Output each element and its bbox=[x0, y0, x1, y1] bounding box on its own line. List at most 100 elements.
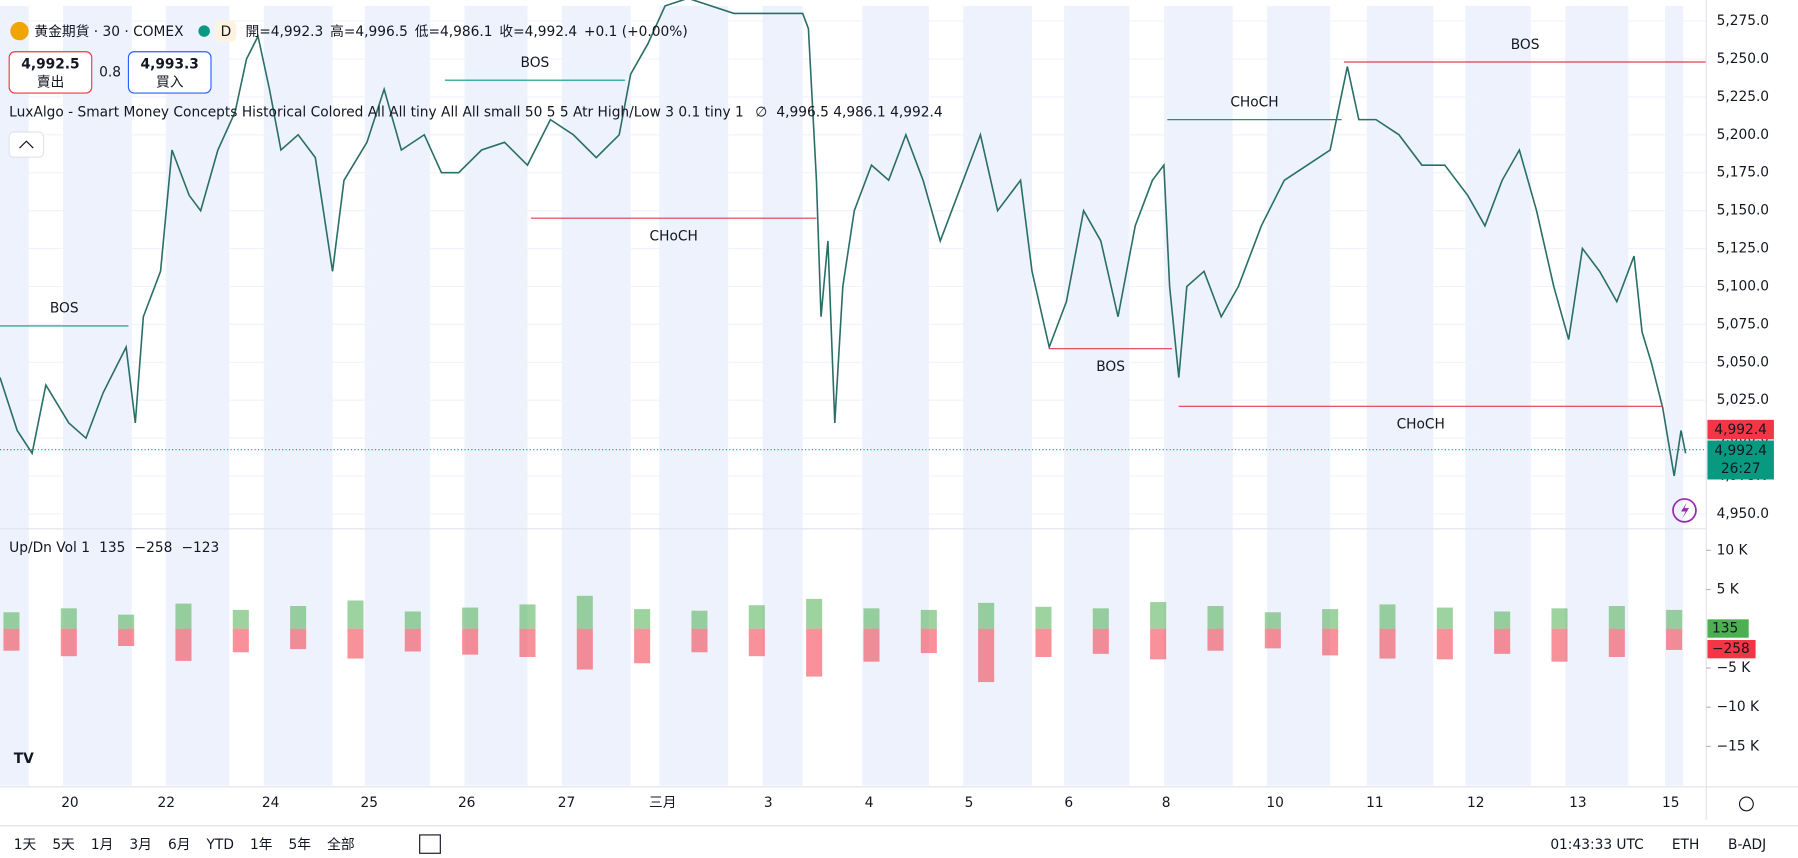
adjust[interactable]: B-ADJ bbox=[1728, 837, 1766, 853]
buy-label: 買入 bbox=[156, 75, 184, 91]
session-stripe bbox=[166, 5, 230, 786]
x-tick-label: 15 bbox=[1662, 795, 1680, 811]
structure-label: BOS bbox=[521, 55, 550, 71]
indicator-values: 4,996.5 4,986.1 4,992.4 bbox=[776, 105, 942, 121]
structure-label: CHoCH bbox=[650, 229, 698, 245]
y-tick-label: 5,050.0 bbox=[1717, 354, 1769, 370]
volume-bar bbox=[404, 611, 421, 629]
collapse-button[interactable] bbox=[8, 131, 45, 158]
session-stripe bbox=[1664, 5, 1684, 786]
x-tick-label: 8 bbox=[1162, 795, 1171, 811]
tv-logo: TV bbox=[14, 751, 34, 767]
volume-bar bbox=[1608, 628, 1625, 657]
volume-bar bbox=[290, 628, 307, 650]
last-label: 4,992.4 bbox=[1714, 443, 1766, 459]
bid-label: 4,992.4 bbox=[1714, 422, 1766, 438]
x-tick-label: 3 bbox=[764, 795, 773, 811]
y-tick-label: 4,950.0 bbox=[1717, 506, 1769, 522]
clock: 01:43:33 UTC bbox=[1550, 837, 1643, 853]
volume-bar bbox=[1494, 611, 1511, 629]
volume-bar bbox=[806, 628, 823, 677]
last-box bbox=[1707, 440, 1774, 480]
goto-date-icon[interactable] bbox=[419, 834, 441, 854]
volume-bar bbox=[1551, 628, 1568, 662]
x-tick-label: 26 bbox=[458, 795, 476, 811]
x-tick-label: 6 bbox=[1064, 795, 1073, 811]
y-tick-label: 5,250.0 bbox=[1717, 51, 1769, 67]
volume-bar bbox=[1092, 608, 1109, 629]
range-button[interactable]: 1月 bbox=[91, 837, 114, 853]
range-button[interactable]: 全部 bbox=[327, 836, 355, 853]
countdown: 26:27 bbox=[1721, 461, 1761, 477]
range-button[interactable]: 3月 bbox=[129, 837, 152, 853]
session-stripe bbox=[1366, 5, 1434, 786]
volume-bar bbox=[691, 610, 708, 629]
x-tick-label: 27 bbox=[558, 795, 576, 811]
session-stripe bbox=[659, 5, 729, 786]
y-tick-label: 5,075.0 bbox=[1717, 316, 1769, 332]
ohlc-label: 開= bbox=[245, 24, 270, 40]
volume-bar bbox=[60, 628, 77, 657]
session[interactable]: ETH bbox=[1672, 837, 1699, 853]
ohlc-value: 4,992.4 bbox=[525, 24, 577, 40]
volume-bar bbox=[232, 609, 249, 629]
volume-bar bbox=[748, 628, 765, 657]
volume-bar bbox=[175, 603, 192, 629]
session-stripe bbox=[561, 5, 631, 786]
range-button[interactable]: 1天 bbox=[14, 837, 37, 853]
range-button[interactable]: YTD bbox=[206, 837, 234, 853]
volume-bar bbox=[978, 628, 995, 683]
volume-bar bbox=[1551, 608, 1568, 629]
sell-price: 4,992.5 bbox=[21, 56, 79, 72]
volume-bar bbox=[748, 605, 765, 629]
x-tick-label: 13 bbox=[1569, 795, 1587, 811]
y-tick-label: 5,275.0 bbox=[1717, 13, 1769, 29]
volume-bar bbox=[3, 628, 20, 651]
grid bbox=[0, 5, 1707, 786]
volume-bar bbox=[290, 605, 307, 629]
ohlc-value: 4,996.5 bbox=[355, 24, 407, 40]
volume-bar bbox=[347, 628, 364, 659]
volume-net: −123 bbox=[182, 540, 220, 556]
range-button[interactable]: 6月 bbox=[168, 837, 190, 853]
range-button[interactable]: 1年 bbox=[250, 837, 273, 853]
volume-bar bbox=[863, 608, 880, 629]
session-stripe bbox=[464, 5, 528, 786]
collapse-chevron bbox=[19, 140, 34, 149]
y-tick-label: −10 K bbox=[1717, 699, 1760, 715]
y-tick-label: −15 K bbox=[1717, 738, 1760, 754]
structure-label: BOS bbox=[50, 301, 79, 317]
y-tick-label: 10 K bbox=[1717, 542, 1749, 558]
ohlc-label: 收= bbox=[499, 24, 524, 40]
x-tick-label: 10 bbox=[1266, 795, 1284, 811]
badge-box bbox=[215, 20, 237, 42]
buy-button[interactable] bbox=[127, 51, 212, 94]
sell-button[interactable] bbox=[8, 51, 93, 94]
y-tick-label: 5,225.0 bbox=[1717, 89, 1769, 105]
indicator-text: LuxAlgo - Smart Money Concepts Historica… bbox=[9, 105, 744, 121]
volume-up: 135 bbox=[99, 540, 125, 556]
settings-icon[interactable] bbox=[1738, 796, 1754, 812]
volume-bar bbox=[634, 628, 651, 664]
y-tick-label: −5 K bbox=[1717, 660, 1752, 676]
volume-bar bbox=[1207, 605, 1224, 629]
range-button[interactable]: 5天 bbox=[52, 837, 75, 853]
x-tick-label: 11 bbox=[1366, 795, 1384, 811]
vol-up-label: 135 bbox=[1712, 621, 1738, 637]
vol-down-box bbox=[1707, 639, 1756, 659]
buy-price: 4,993.3 bbox=[141, 56, 199, 72]
volume-bar bbox=[1035, 628, 1052, 657]
volume-bar bbox=[1322, 628, 1339, 656]
volume-bar bbox=[920, 628, 937, 654]
alert-icon[interactable] bbox=[1672, 498, 1697, 523]
symbol[interactable]: 黄金期貨 · 30 · COMEX bbox=[34, 23, 183, 40]
volume-bar bbox=[232, 628, 249, 653]
session-stripe bbox=[963, 5, 1033, 786]
y-tick-label: 5,125.0 bbox=[1717, 241, 1769, 257]
volume-bar bbox=[1608, 605, 1625, 629]
y-tick-label: 5,025.0 bbox=[1717, 392, 1769, 408]
volume-down: −258 bbox=[135, 540, 173, 556]
range-button[interactable]: 5年 bbox=[289, 837, 312, 853]
volume-bar bbox=[920, 609, 937, 629]
